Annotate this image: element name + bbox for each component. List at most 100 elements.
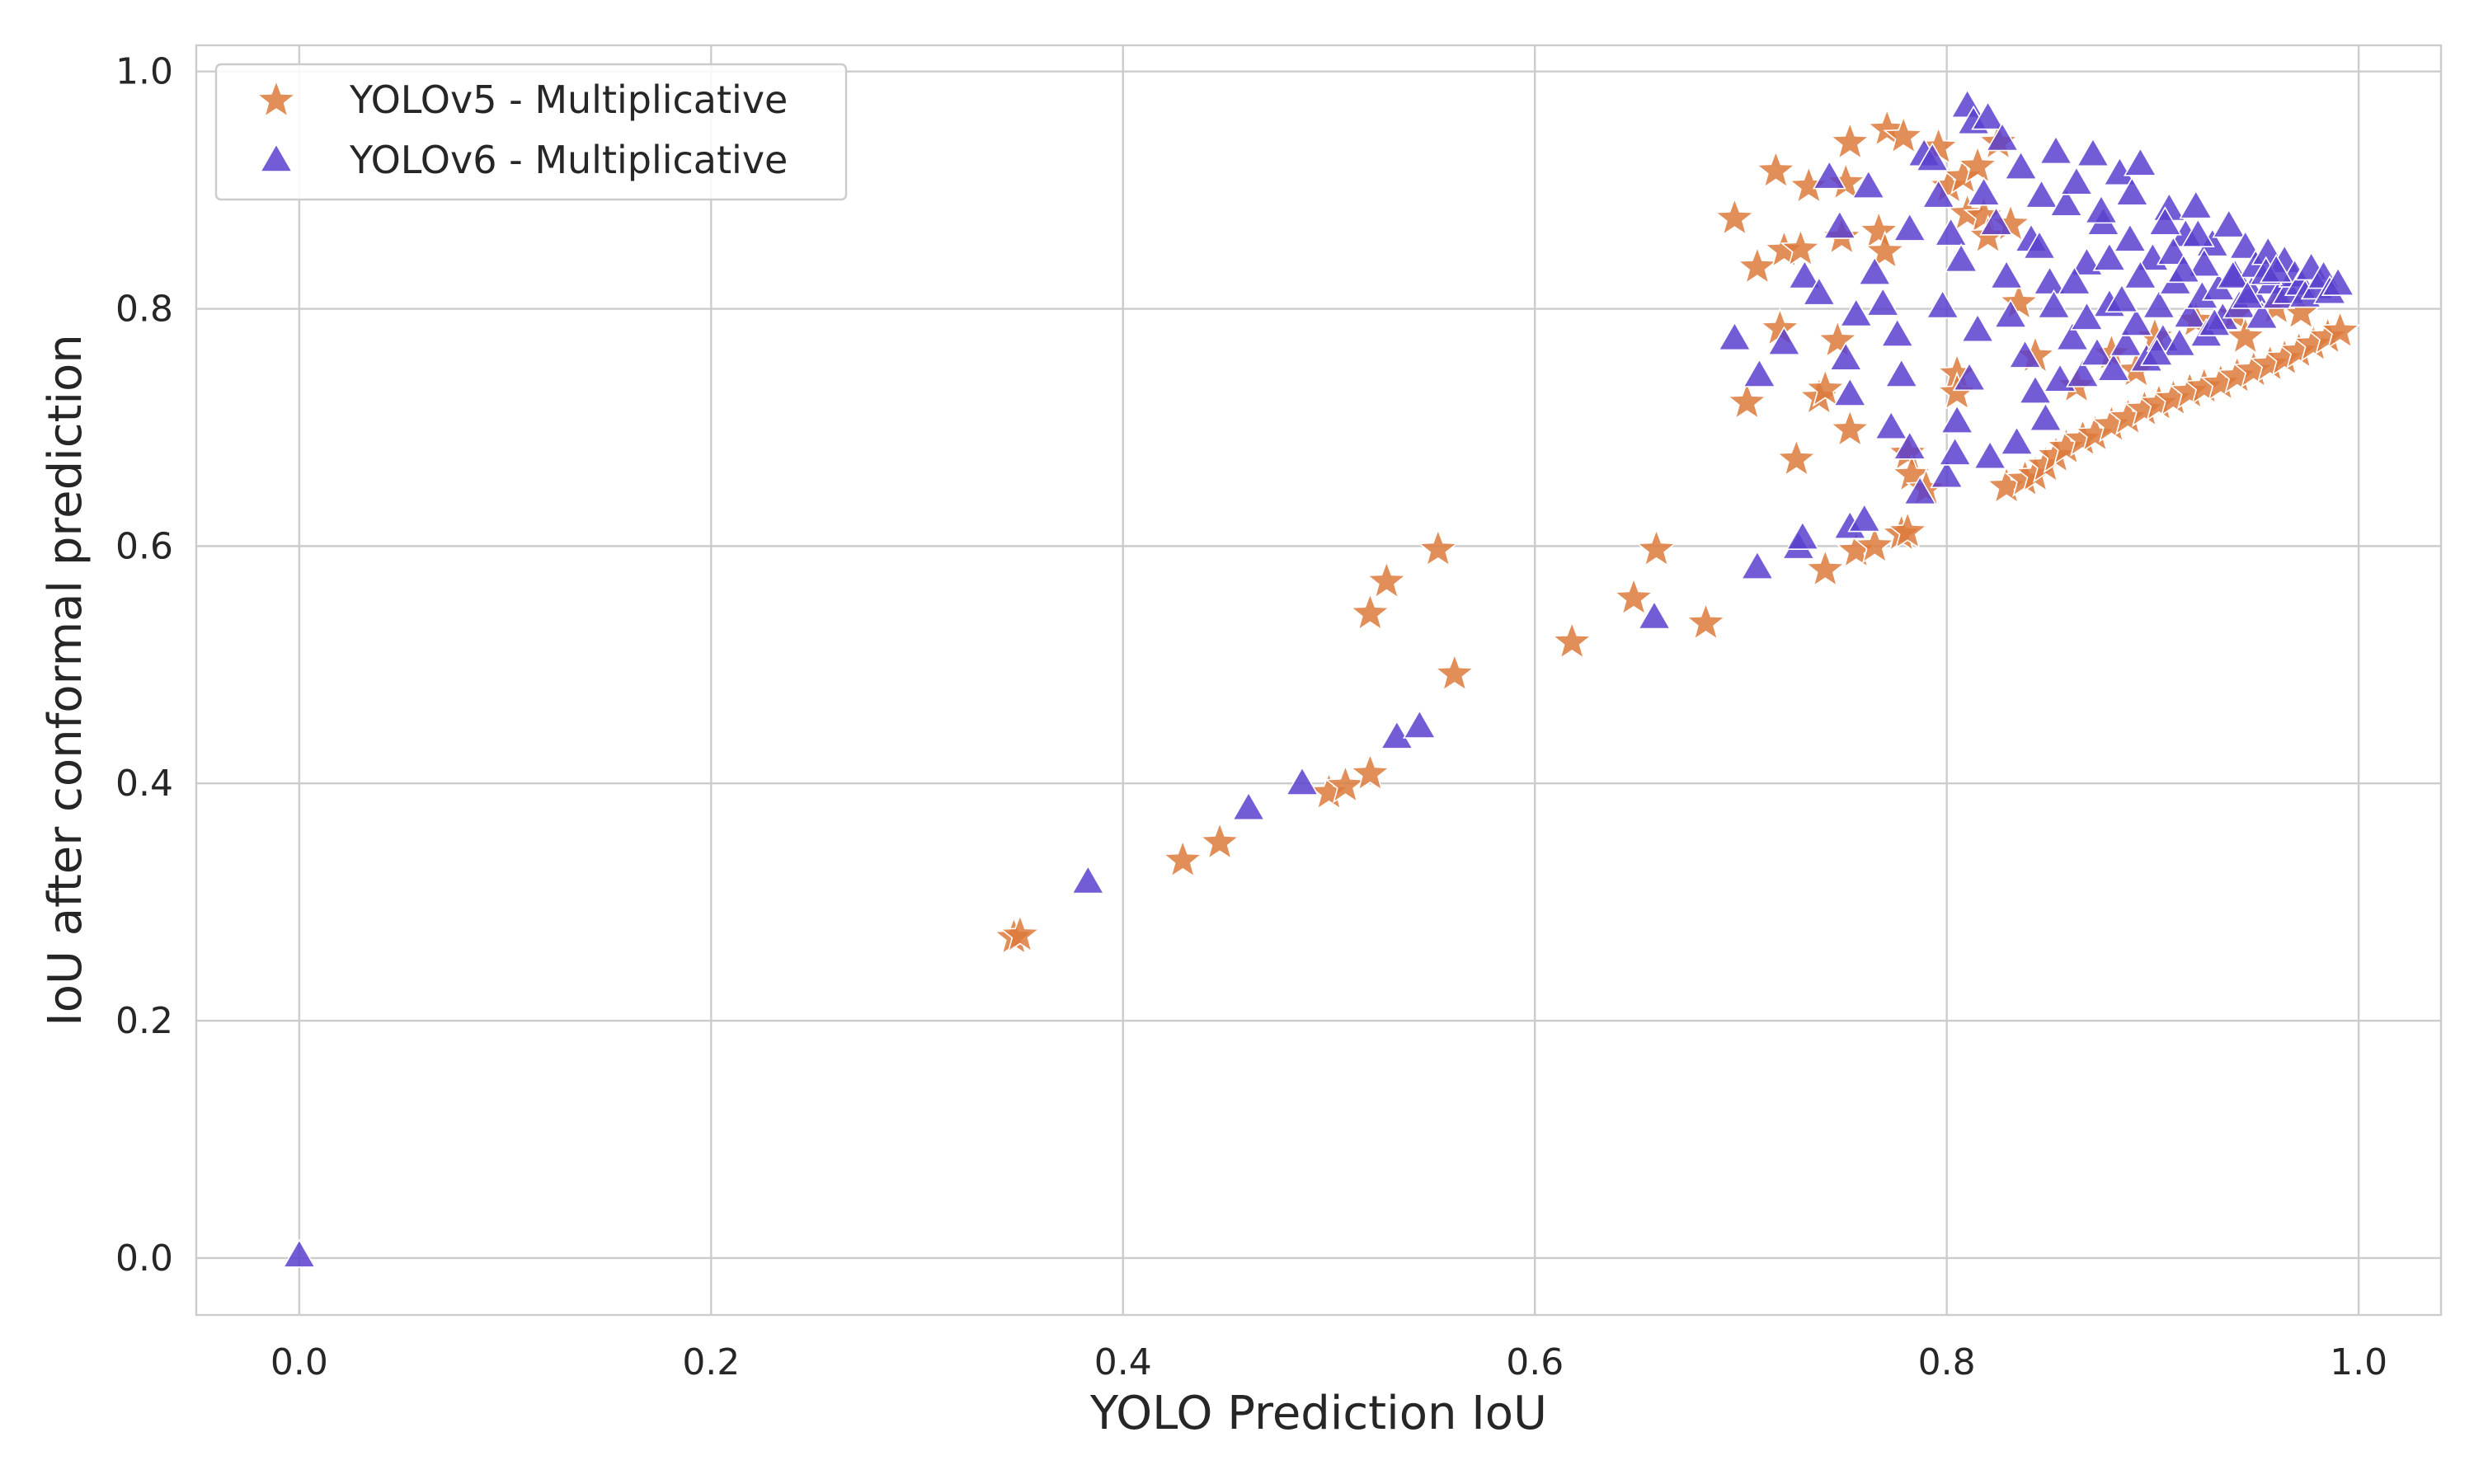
y-tick-label: 0.0	[115, 1237, 173, 1280]
data-point-triangle	[1952, 361, 1987, 392]
data-point-triangle	[282, 1238, 317, 1268]
data-point-triangle	[1402, 709, 1437, 739]
data-point-triangle	[2029, 402, 2062, 432]
data-point-triangle	[1070, 864, 1105, 895]
data-point-triangle	[1380, 720, 1414, 749]
data-point-triangle	[1989, 259, 2024, 289]
data-point-triangle	[1285, 766, 1319, 796]
y-tick-label: 0.4	[115, 763, 173, 805]
data-point-star	[2224, 315, 2266, 355]
data-point-triangle	[2037, 289, 2071, 319]
series-yolov6	[282, 88, 2355, 1268]
data-point-star	[1324, 763, 1366, 804]
data-point-triangle	[1857, 256, 1892, 286]
data-point-triangle	[2114, 176, 2149, 206]
x-tick-label: 0.4	[1094, 1341, 1152, 1383]
data-point-triangle	[1926, 289, 1960, 319]
data-point-star	[1883, 115, 1925, 155]
data-point-star	[1162, 838, 1204, 879]
data-point-triangle	[2230, 279, 2265, 309]
data-point-triangle	[1718, 321, 1752, 351]
data-point-triangle	[2022, 229, 2057, 260]
data-point-star	[1736, 245, 1778, 285]
legend-label-yolov5: YOLOv5 - Multiplicative	[349, 77, 788, 122]
data-point-triangle	[1637, 599, 1672, 630]
data-point-star	[2319, 309, 2361, 350]
data-point-star	[1714, 196, 1756, 237]
data-point-triangle	[2139, 336, 2174, 366]
data-point-star	[1726, 380, 1768, 420]
data-point-triangle	[2187, 247, 2222, 277]
data-point-triangle	[1921, 179, 1956, 209]
data-point-triangle	[2180, 218, 2215, 247]
data-point-star	[1366, 560, 1408, 599]
data-point-triangle	[1766, 326, 1801, 355]
data-point-star	[1551, 620, 1593, 660]
data-point-triangle	[1832, 377, 1867, 406]
data-point-star	[1887, 510, 1929, 550]
data-point-star	[1349, 752, 1391, 791]
y-tick-label: 0.6	[115, 525, 173, 567]
data-point-triangle	[2058, 265, 2091, 295]
data-point-triangle	[2113, 223, 2147, 252]
data-point-star	[1780, 228, 1822, 267]
data-point-star	[1804, 368, 1846, 407]
data-point-triangle	[1967, 176, 2001, 206]
data-point-triangle	[1839, 297, 1874, 327]
data-point-triangle	[2080, 336, 2114, 366]
legend-label-yolov6: YOLOv6 - Multiplicative	[349, 138, 788, 182]
data-point-triangle	[2096, 352, 2131, 382]
data-point-triangle	[2197, 307, 2232, 336]
legend-box	[214, 63, 848, 201]
data-point-triangle	[1903, 475, 1937, 505]
data-point-triangle	[1934, 217, 1968, 247]
data-point-triangle	[1993, 298, 2028, 328]
plot-area	[195, 44, 2443, 1317]
legend-star-icon	[256, 78, 297, 119]
x-axis-label: YOLO Prediction IoU	[1089, 1387, 1547, 1440]
legend-marker-triangle	[259, 143, 294, 172]
data-point-triangle	[2070, 301, 2104, 331]
data-point-triangle	[2000, 425, 2034, 455]
data-point-triangle	[2004, 150, 2038, 180]
data-point-star	[1755, 149, 1797, 189]
data-point-star	[999, 913, 1041, 953]
y-axis-ticks: 0.0 0.2 0.4 0.6 0.8 1.0	[115, 51, 173, 1280]
data-point-triangle	[2092, 242, 2127, 271]
data-point-star	[1776, 438, 1818, 477]
data-point-triangle	[2123, 147, 2157, 176]
x-tick-label: 1.0	[2330, 1341, 2387, 1383]
data-point-triangle	[1944, 242, 1978, 273]
data-point-triangle	[1930, 458, 1964, 489]
data-point-triangle	[2059, 166, 2094, 195]
data-point-star	[1829, 408, 1871, 448]
data-point-triangle	[1884, 358, 1919, 387]
x-tick-label: 0.8	[1918, 1341, 1976, 1383]
data-point-star	[1957, 144, 1999, 185]
data-point-triangle	[1893, 430, 1927, 460]
data-point-triangle	[2216, 259, 2251, 289]
data-point-star	[1998, 281, 2040, 321]
data-point-triangle	[1231, 791, 1266, 821]
data-point-triangle	[2109, 326, 2143, 357]
data-point-triangle	[2156, 236, 2190, 265]
x-tick-label: 0.2	[682, 1341, 740, 1383]
data-point-triangle	[2172, 298, 2207, 328]
data-point-triangle	[1971, 101, 2006, 130]
data-point-triangle	[1874, 410, 1908, 440]
x-tick-label: 0.6	[1506, 1341, 1564, 1383]
data-point-star	[1349, 592, 1391, 632]
y-tick-label: 0.2	[115, 1000, 173, 1042]
y-tick-label: 0.8	[115, 289, 173, 331]
data-point-star	[1858, 209, 1900, 250]
data-points	[282, 88, 2361, 1268]
y-tick-label: 1.0	[115, 51, 173, 93]
data-point-triangle	[2008, 339, 2042, 369]
data-point-triangle	[2105, 283, 2139, 313]
data-point-star	[1804, 547, 1846, 588]
data-point-triangle	[2084, 194, 2119, 224]
data-point-star	[1199, 820, 1241, 861]
data-point-triangle	[1973, 439, 2007, 470]
data-point-star	[1854, 524, 1896, 564]
